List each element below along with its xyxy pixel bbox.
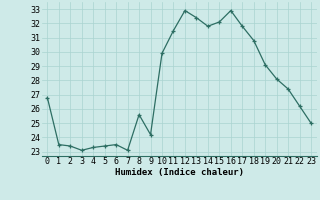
X-axis label: Humidex (Indice chaleur): Humidex (Indice chaleur) bbox=[115, 168, 244, 177]
